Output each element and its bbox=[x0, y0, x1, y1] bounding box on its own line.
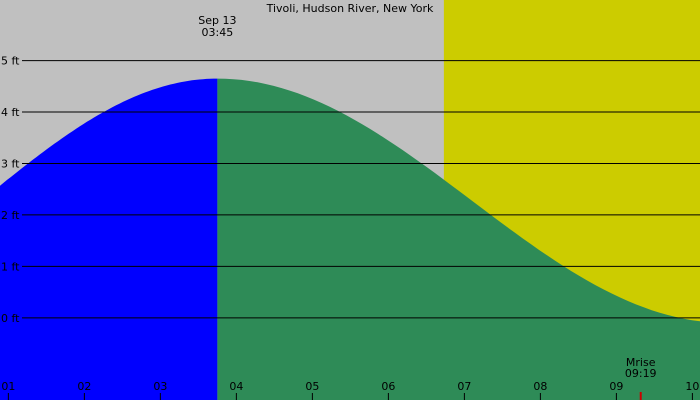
y-tick-label: 2 ft bbox=[1, 209, 20, 222]
y-tick-label: 0 ft bbox=[1, 312, 20, 325]
moon-event-label: Mrise bbox=[626, 356, 656, 369]
x-tick-label: 07 bbox=[457, 380, 471, 393]
tide-areas bbox=[0, 78, 700, 400]
tide-event-time: 03:45 bbox=[202, 26, 234, 39]
falling-tide-area bbox=[217, 78, 700, 400]
x-tick-label: 01 bbox=[1, 380, 15, 393]
y-tick-label: 1 ft bbox=[1, 260, 20, 273]
x-tick-label: 03 bbox=[153, 380, 167, 393]
x-tick-label: 05 bbox=[305, 380, 319, 393]
y-tick-label: 5 ft bbox=[1, 55, 20, 68]
x-tick-label: 10 bbox=[685, 380, 699, 393]
y-tick-label: 4 ft bbox=[1, 106, 20, 119]
height-gridlines bbox=[22, 60, 700, 319]
chart-title: Tivoli, Hudson River, New York bbox=[266, 2, 434, 15]
rising-tide-area bbox=[0, 78, 218, 400]
x-tick-label: 02 bbox=[77, 380, 91, 393]
x-tick-label: 04 bbox=[229, 380, 243, 393]
x-tick-label: 08 bbox=[533, 380, 547, 393]
tide-event-date: Sep 13 bbox=[198, 14, 236, 27]
y-tick-label: 3 ft bbox=[1, 157, 20, 170]
height-axis-labels: 0 ft 1 ft 2 ft 3 ft 4 ft 5 ft bbox=[1, 55, 20, 325]
x-tick-label: 06 bbox=[381, 380, 395, 393]
x-tick-label: 09 bbox=[609, 380, 623, 393]
time-axis: 01 02 03 04 05 06 07 08 09 10 bbox=[1, 380, 699, 400]
moon-event-time: 09:19 bbox=[625, 367, 657, 380]
